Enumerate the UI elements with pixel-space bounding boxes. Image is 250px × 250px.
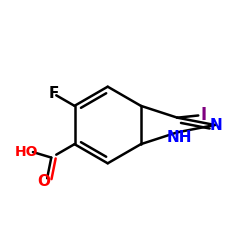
- Text: N: N: [210, 118, 222, 132]
- Text: NH: NH: [167, 130, 192, 145]
- Text: I: I: [201, 106, 207, 124]
- Text: HO: HO: [15, 145, 38, 159]
- Text: O: O: [37, 174, 50, 190]
- Text: F: F: [49, 86, 59, 102]
